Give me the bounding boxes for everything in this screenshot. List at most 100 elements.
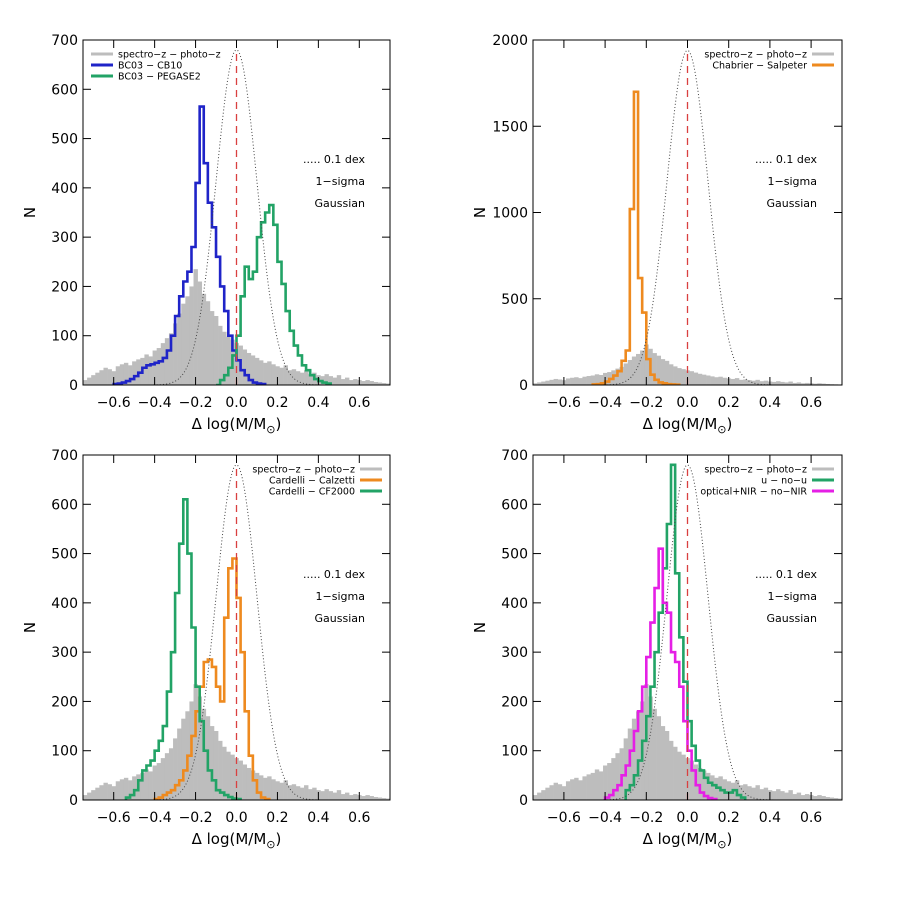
bar bbox=[747, 380, 752, 385]
xtick-label: −0.4 bbox=[588, 395, 622, 411]
bar bbox=[607, 763, 612, 800]
bar bbox=[295, 371, 301, 385]
bar bbox=[201, 293, 207, 385]
bar bbox=[586, 376, 591, 385]
bar bbox=[586, 774, 591, 800]
xtick-label: 0.4 bbox=[307, 810, 329, 826]
bar bbox=[234, 343, 239, 385]
bar bbox=[128, 365, 133, 385]
bar bbox=[743, 784, 748, 800]
bar bbox=[549, 785, 554, 800]
bar bbox=[259, 360, 264, 385]
y-axis-title: N bbox=[471, 207, 489, 218]
bar bbox=[332, 792, 338, 800]
xtick-label: 0.0 bbox=[676, 395, 698, 411]
bar bbox=[796, 382, 802, 385]
ytick-label: 400 bbox=[501, 596, 528, 612]
series-step-green bbox=[624, 463, 747, 800]
bar bbox=[656, 716, 662, 800]
gaussian-annotation: ..... 0.1 dex 1−sigma Gaussian bbox=[755, 568, 818, 625]
bar bbox=[533, 795, 538, 800]
bar bbox=[792, 794, 797, 800]
bar bbox=[271, 779, 276, 800]
bar bbox=[582, 376, 587, 385]
bar bbox=[83, 795, 88, 800]
bar bbox=[201, 708, 207, 800]
bar bbox=[365, 380, 370, 385]
bar bbox=[181, 303, 186, 385]
bar bbox=[574, 377, 579, 385]
bar bbox=[660, 359, 666, 385]
bar bbox=[291, 784, 297, 800]
bar bbox=[173, 738, 178, 800]
bar bbox=[693, 372, 699, 385]
bar bbox=[582, 776, 587, 800]
bar bbox=[246, 767, 252, 800]
bar bbox=[817, 795, 822, 800]
bar bbox=[287, 785, 293, 800]
bar bbox=[755, 379, 760, 385]
bar bbox=[361, 381, 366, 385]
panel-top-right: −0.6 −0.4 −0.2 0.0 0.2 0.4 0.6 0 500 1000 1500 2000… bbox=[471, 33, 843, 436]
ytick-label: 0 bbox=[69, 378, 78, 394]
annotation-line: ..... 0.1 dex bbox=[755, 568, 818, 581]
bar bbox=[304, 370, 309, 385]
ytick-label: 400 bbox=[51, 181, 78, 197]
bar bbox=[336, 790, 342, 800]
bar bbox=[275, 781, 280, 800]
bar bbox=[87, 792, 92, 800]
bar bbox=[123, 777, 129, 800]
bar bbox=[168, 748, 174, 800]
bar bbox=[627, 359, 633, 385]
bar bbox=[759, 381, 765, 385]
series-grey-histogram bbox=[533, 344, 842, 385]
bar bbox=[701, 374, 707, 385]
bar bbox=[771, 381, 777, 385]
ytick-label: 300 bbox=[51, 645, 78, 661]
bar bbox=[739, 379, 744, 385]
bar bbox=[780, 791, 785, 800]
bar bbox=[701, 770, 707, 800]
legend-label: optical+NIR − no−NIR bbox=[700, 487, 807, 498]
bar bbox=[611, 758, 616, 800]
bar bbox=[664, 731, 670, 800]
legend-label: u − no−u bbox=[761, 476, 807, 487]
ytick-label: 400 bbox=[51, 596, 78, 612]
bar bbox=[631, 718, 637, 800]
bar bbox=[144, 354, 149, 385]
bar bbox=[295, 786, 301, 800]
bar bbox=[279, 367, 284, 385]
annotation-line: 1−sigma bbox=[768, 175, 817, 188]
bar bbox=[541, 381, 546, 385]
bar bbox=[283, 365, 288, 385]
bar bbox=[283, 780, 288, 800]
bar bbox=[673, 366, 678, 385]
bar bbox=[594, 374, 600, 385]
bar bbox=[377, 382, 383, 385]
bar bbox=[668, 364, 674, 385]
bar bbox=[734, 378, 740, 385]
gaussian-annotation: ..... 0.1 dex 1−sigma Gaussian bbox=[303, 568, 366, 625]
bar bbox=[263, 777, 268, 800]
bar bbox=[664, 360, 670, 385]
bar bbox=[817, 383, 822, 385]
bar bbox=[615, 753, 620, 800]
legend-label: spectro−z − photo−z bbox=[704, 50, 807, 61]
bar bbox=[152, 350, 157, 385]
ytick-label: 700 bbox=[51, 448, 78, 464]
series-step-green bbox=[124, 498, 242, 800]
bar bbox=[218, 740, 223, 800]
bar bbox=[177, 313, 182, 385]
series-step-blue bbox=[112, 105, 267, 385]
x-axis-title: Δ log(M/M⊙) bbox=[643, 830, 733, 851]
ticks: −0.6 −0.4 −0.2 0.0 0.2 0.4 0.6 0 500 1000 1500 2000 bbox=[492, 33, 842, 411]
bar bbox=[197, 281, 203, 385]
bar bbox=[267, 361, 272, 385]
bar bbox=[226, 751, 231, 800]
bar bbox=[574, 777, 579, 800]
bar bbox=[751, 787, 756, 800]
bar bbox=[570, 377, 575, 385]
bar bbox=[800, 795, 806, 800]
legend-label: Chabrier − Salpeter bbox=[712, 61, 807, 72]
